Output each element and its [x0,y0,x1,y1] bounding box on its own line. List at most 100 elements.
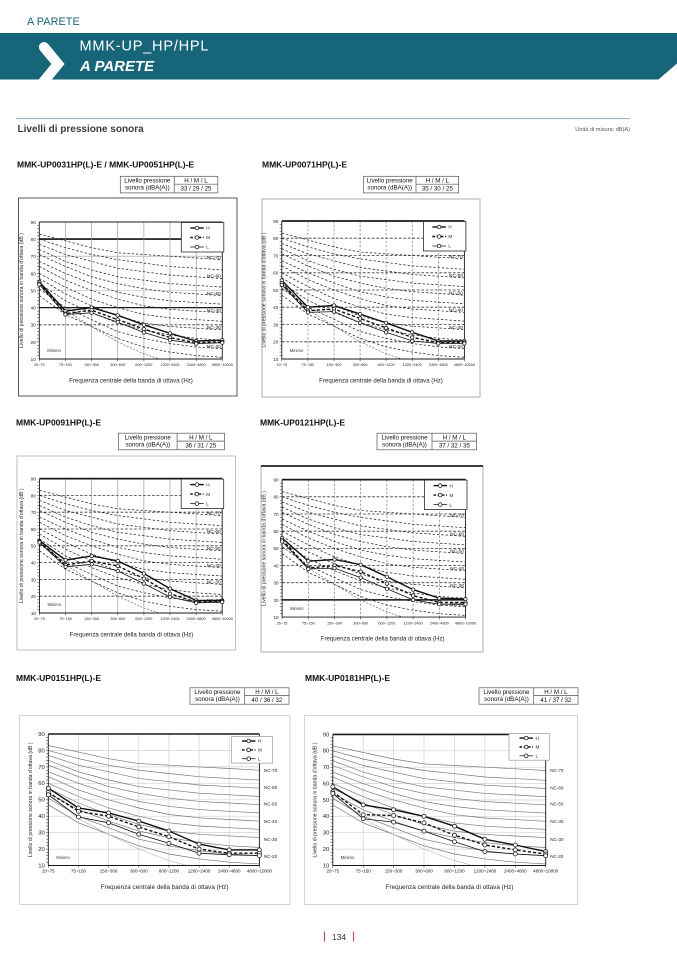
svg-text:40 / 36 / 32: 40 / 36 / 32 [251,697,283,704]
svg-text:300~600: 300~600 [415,869,433,874]
svg-text:90: 90 [31,477,37,482]
svg-text:1200~2400: 1200~2400 [403,363,422,367]
svg-text:600~1200: 600~1200 [378,363,395,367]
svg-text:40: 40 [38,814,45,820]
svg-text:L: L [206,245,209,250]
svg-text:NC-20: NC-20 [264,854,278,859]
svg-text:600~1200: 600~1200 [135,363,152,367]
svg-text:Livello pressione: Livello pressione [124,178,171,185]
svg-text:40: 40 [273,305,279,310]
svg-text:NC-50: NC-50 [449,290,463,296]
svg-text:sonora (dBA(A)): sonora (dBA(A)) [382,442,427,449]
svg-text:NC-40: NC-40 [207,563,221,569]
svg-text:2400~4800: 2400~4800 [430,621,449,625]
svg-text:Livello pressione: Livello pressione [381,435,428,442]
svg-text:30: 30 [273,581,279,586]
svg-text:80: 80 [323,749,330,755]
svg-text:75~150: 75~150 [302,621,315,625]
svg-text:NC-70: NC-70 [449,254,463,260]
svg-text:Livelli di pressione sonora: Livelli di pressione sonora [18,124,145,135]
svg-text:NC-30: NC-30 [207,580,221,586]
svg-text:A PARETE: A PARETE [79,58,155,75]
svg-text:150~300: 150~300 [385,869,403,874]
svg-text:Livello di pressione sonora in: Livello di pressione sonora in banda d'o… [312,742,318,857]
svg-text:80: 80 [31,493,37,498]
svg-text:90: 90 [273,219,279,224]
svg-text:Minimo: Minimo [47,348,61,353]
svg-text:4800~10000: 4800~10000 [212,363,233,367]
svg-text:4800~10000: 4800~10000 [212,617,233,621]
svg-text:10: 10 [31,611,37,616]
svg-text:60: 60 [273,271,279,276]
svg-text:Livello di pressione sonora in: Livello di pressione sonora in banda d'o… [19,488,25,603]
svg-text:H: H [206,482,209,487]
svg-text:50: 50 [273,288,279,293]
svg-text:H: H [536,736,539,741]
svg-text:Frequenza centrale della banda: Frequenza centrale della banda di ottava… [321,636,445,643]
svg-text:1200~2400: 1200~2400 [188,869,211,874]
svg-text:60: 60 [31,271,37,276]
svg-text:NC-40: NC-40 [550,819,564,824]
svg-text:NC-50: NC-50 [264,802,278,807]
svg-text:Minimo: Minimo [290,606,304,611]
svg-text:41 / 37 / 32: 41 / 37 / 32 [540,697,572,704]
svg-text:NC-40: NC-40 [207,308,221,314]
svg-text:M: M [448,234,452,239]
svg-text:Livello di pressione sonora in: Livello di pressione sonora in banda d'o… [28,742,34,857]
svg-text:NC-20: NC-20 [449,344,463,350]
svg-text:L: L [206,501,209,506]
svg-text:70: 70 [31,254,37,259]
svg-text:10: 10 [273,357,279,362]
svg-text:30: 30 [323,831,330,837]
svg-text:35 / 30 / 25: 35 / 30 / 25 [422,185,454,192]
svg-text:NC-70: NC-70 [450,513,464,519]
svg-text:600~1200: 600~1200 [378,621,395,625]
svg-text:H: H [448,225,451,230]
svg-text:20: 20 [31,340,37,345]
svg-text:60: 60 [31,527,37,532]
svg-text:150~300: 150~300 [84,617,99,621]
svg-text:NC-60: NC-60 [550,785,564,790]
svg-text:NC-30: NC-30 [449,325,463,331]
svg-text:20: 20 [273,340,279,345]
svg-text:75~150: 75~150 [59,363,72,367]
svg-text:80: 80 [273,495,279,500]
svg-text:Unità di misura: dB(A): Unità di misura: dB(A) [575,127,630,133]
svg-text:NC-70: NC-70 [550,768,564,773]
svg-text:80: 80 [31,237,37,242]
svg-text:20~75: 20~75 [276,363,287,367]
svg-text:10: 10 [323,863,330,869]
svg-text:sonora (dBA(A)): sonora (dBA(A)) [367,185,412,192]
svg-text:NC-50: NC-50 [207,546,221,552]
svg-text:150~300: 150~300 [327,363,342,367]
svg-text:20: 20 [38,847,45,853]
svg-text:30: 30 [38,831,45,837]
svg-text:NC-60: NC-60 [449,273,463,279]
svg-text:600~1200: 600~1200 [444,869,465,874]
svg-text:60: 60 [323,782,330,788]
svg-text:300~600: 300~600 [110,617,125,621]
svg-text:MMK-UP0151HP(L)-E: MMK-UP0151HP(L)-E [16,673,101,683]
svg-text:H / M / L: H / M / L [184,177,208,184]
svg-text:Livello di pressione sonora in: Livello di pressione sonora in banda d'o… [261,232,267,347]
svg-text:1200~2400: 1200~2400 [160,363,179,367]
svg-text:10: 10 [31,357,37,362]
svg-text:50: 50 [323,798,330,804]
svg-text:2400~4800: 2400~4800 [187,363,206,367]
svg-text:NC-60: NC-60 [207,529,221,535]
svg-text:50: 50 [31,288,37,293]
svg-text:90: 90 [38,732,45,738]
svg-text:Frequenza centrale della banda: Frequenza centrale della banda di ottava… [70,632,194,639]
svg-text:50: 50 [38,798,45,804]
svg-text:150~300: 150~300 [84,363,99,367]
svg-text:NC-20: NC-20 [550,854,564,859]
svg-text:20: 20 [31,594,37,599]
svg-text:NC-70: NC-70 [264,768,278,773]
svg-text:33 / 29 / 25: 33 / 29 / 25 [181,185,213,192]
svg-text:20~75: 20~75 [42,869,55,874]
svg-text:NC-60: NC-60 [207,274,221,280]
svg-text:10: 10 [273,615,279,620]
svg-text:20~75: 20~75 [34,363,45,367]
svg-text:60: 60 [273,529,279,534]
svg-text:L: L [258,756,261,761]
